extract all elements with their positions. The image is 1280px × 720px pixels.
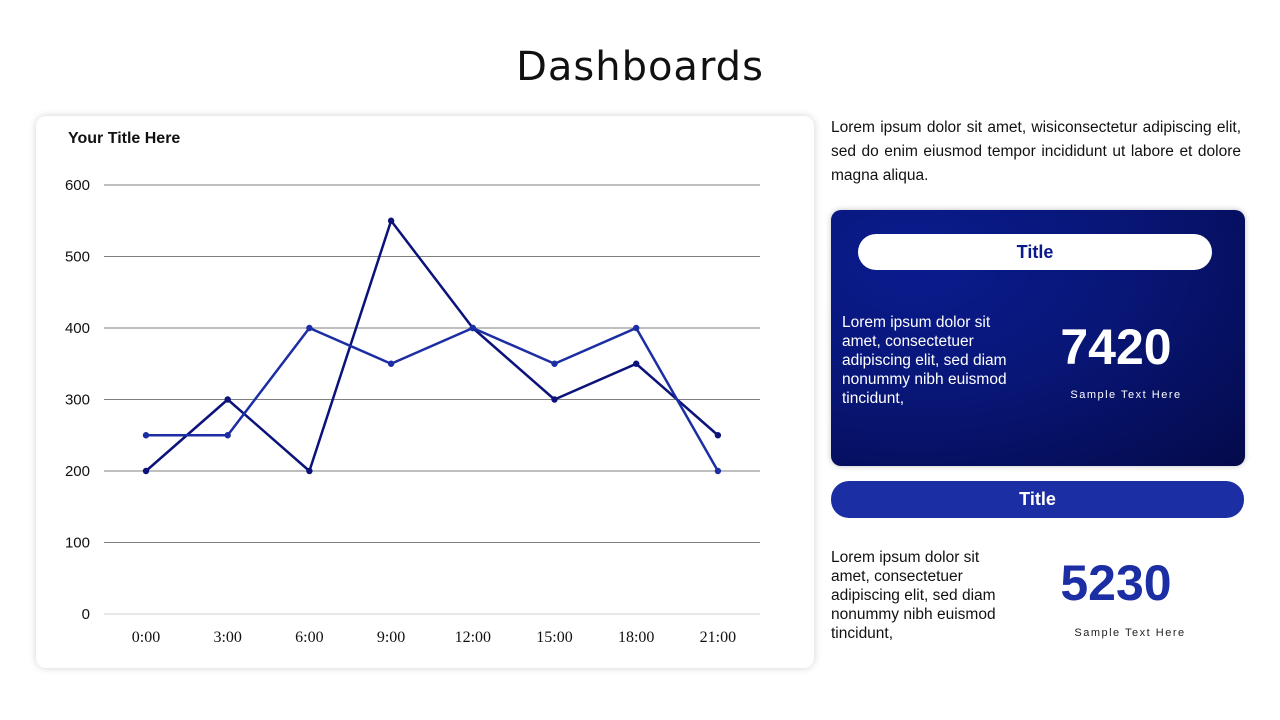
kpi-secondary-value: 5230 — [1060, 555, 1172, 611]
kpi-card-primary-caption: Sample Text Here — [1070, 389, 1182, 401]
intro-paragraph: Lorem ipsum dolor sit amet, wisiconsecte… — [831, 119, 1241, 184]
kpi-card-primary-value: 7420 — [1060, 319, 1172, 375]
series-line-1 — [145, 219, 719, 473]
y-tick-label: 600 — [65, 177, 90, 194]
page-title: Dashboards — [516, 44, 764, 90]
kpi-card-primary-description: Lorem ipsum dolor sit amet, consectetuer… — [842, 314, 1007, 407]
x-tick-label: 9:00 — [377, 629, 405, 646]
chart-title: Your Title Here — [68, 130, 181, 147]
series-2-point — [387, 360, 395, 367]
x-tick-label: 3:00 — [213, 629, 241, 646]
series-line-2 — [146, 326, 719, 472]
series-2-point — [469, 324, 476, 332]
series-2-point — [714, 467, 722, 475]
series-2-point — [551, 360, 558, 367]
x-tick-label: 21:00 — [700, 629, 736, 646]
y-tick-label: 100 — [65, 535, 90, 552]
x-tick-label: 15:00 — [536, 629, 572, 646]
line-chart: 0 100 200 300 400 500 600 0:00 3:00 6:00 9:00 12:00… — [65, 177, 760, 646]
series-1-point — [387, 217, 395, 224]
y-tick-label: 500 — [65, 249, 90, 266]
kpi-secondary-title: Title — [831, 481, 1244, 518]
line-chart-card: 0 100 200 300 400 500 600 0:00 3:00 6:00 9:00 12:00… — [36, 116, 814, 668]
x-tick-label: 18:00 — [618, 629, 654, 646]
x-tick-label: 6:00 — [295, 629, 323, 646]
series-1-point — [142, 467, 150, 475]
series-1-point — [551, 396, 558, 403]
x-tick-label: 0:00 — [132, 629, 160, 646]
kpi-card-primary-title: Title — [858, 234, 1212, 270]
kpi-card-primary: Title Lorem ipsum dolor sit amet, consec… — [831, 210, 1245, 466]
series-1-point — [633, 360, 640, 367]
kpi-secondary-description: Lorem ipsum dolor sit amet, consectetuer… — [831, 549, 996, 642]
kpi-secondary-caption: Sample Text Here — [1074, 627, 1186, 639]
x-tick-label: 12:00 — [455, 629, 491, 646]
y-tick-label: 300 — [65, 392, 90, 409]
y-tick-label: 0 — [82, 606, 90, 623]
y-tick-label: 400 — [65, 320, 90, 337]
series-1-point — [714, 432, 722, 439]
series-2-point — [633, 324, 640, 332]
series-1-point — [306, 467, 313, 475]
series-2-point — [142, 432, 150, 439]
y-tick-label: 200 — [65, 463, 90, 480]
series-2-point — [306, 324, 313, 332]
series-2-point — [224, 432, 231, 439]
series-1-point — [224, 396, 231, 403]
